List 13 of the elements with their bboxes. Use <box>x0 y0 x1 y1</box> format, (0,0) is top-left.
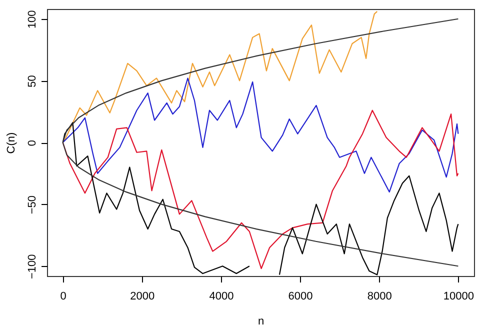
x-tick-label: 6000 <box>288 290 313 302</box>
y-tick-label: −100 <box>26 254 38 279</box>
x-axis-title: n <box>258 316 264 326</box>
y-tick-label: −50 <box>26 195 38 214</box>
x-tick-label: 4000 <box>209 290 234 302</box>
x-tick-label: 8000 <box>367 290 392 302</box>
y-tick-label: 50 <box>26 75 38 88</box>
y-tick-label: 100 <box>26 10 38 29</box>
x-tick-label: 10000 <box>443 290 474 302</box>
y-axis-title: C(n) <box>6 132 18 154</box>
x-tick-label: 2000 <box>130 290 155 302</box>
y-tick-label: 0 <box>26 140 38 146</box>
x-tick-label: 0 <box>60 290 66 302</box>
